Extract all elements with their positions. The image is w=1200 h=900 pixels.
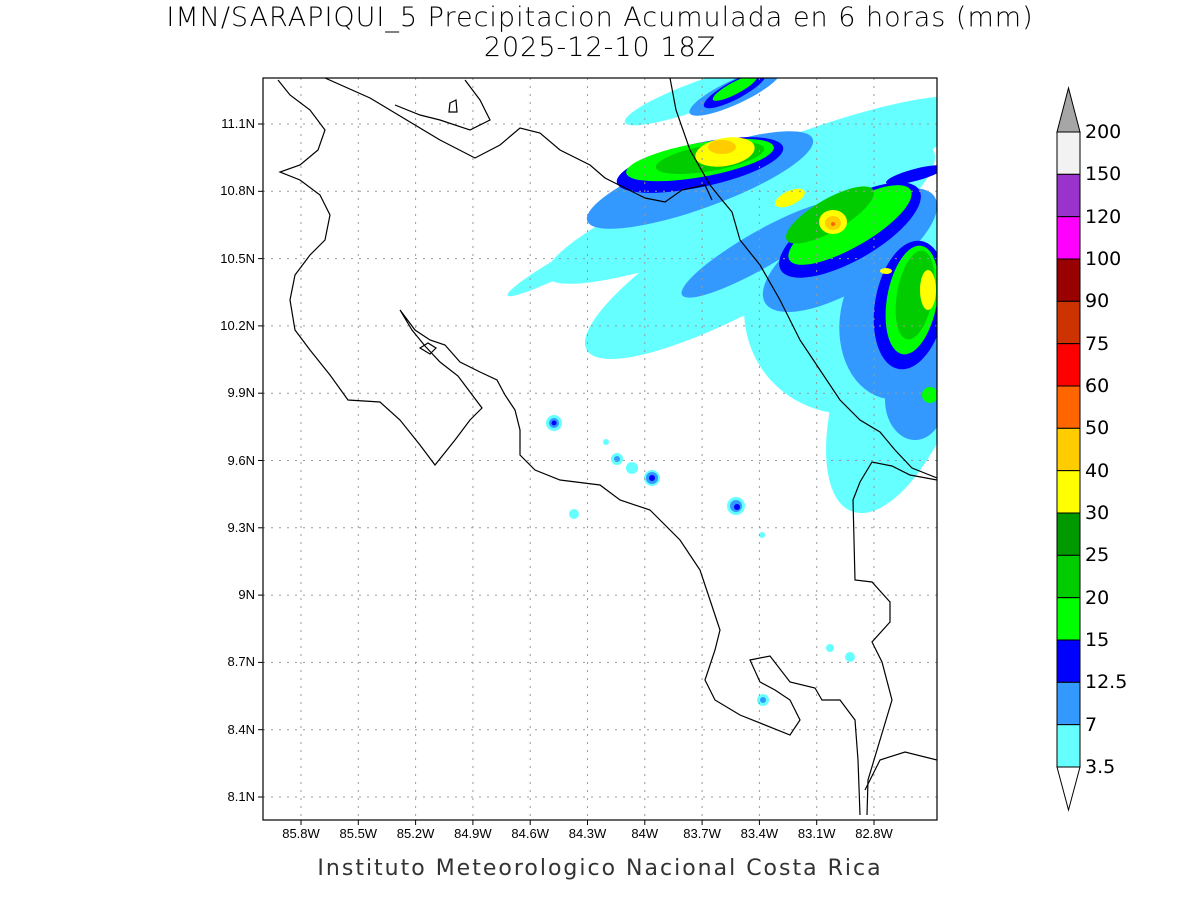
colorbar-level-label: 30 bbox=[1085, 502, 1110, 524]
colorbar-swatch bbox=[1056, 427, 1081, 472]
colorbar-swatch bbox=[1056, 681, 1081, 726]
colorbar-swatch bbox=[1056, 131, 1081, 175]
lat-tick-label: 9N bbox=[238, 587, 255, 603]
coastlines bbox=[277, 78, 937, 816]
colorbar-swatch bbox=[1056, 512, 1081, 556]
lat-tick-label: 11.1N bbox=[221, 116, 255, 131]
lat-tick-label: 10.5N bbox=[220, 250, 255, 266]
lon-tick-label: 83.1W bbox=[797, 826, 836, 841]
colorbar-swatch bbox=[1056, 385, 1081, 429]
colorbar-level-label: 200 bbox=[1085, 121, 1122, 143]
colorbar-level-label: 75 bbox=[1085, 332, 1110, 355]
colorbar-swatch bbox=[1056, 639, 1081, 683]
precipitation-field bbox=[263, 78, 937, 820]
colorbar-swatch bbox=[1056, 470, 1081, 514]
lon-tick-label: 85.8W bbox=[282, 826, 320, 841]
colorbar-swatch bbox=[1056, 724, 1081, 768]
colorbar bbox=[1056, 86, 1081, 812]
lat-tick-label: 8.7N bbox=[227, 654, 255, 670]
lat-tick-label: 10.2N bbox=[220, 317, 255, 333]
colorbar-level-label: 50 bbox=[1085, 417, 1110, 440]
footer-credit: Instituto Meteorologico Nacional Costa R… bbox=[317, 856, 883, 881]
lat-tick-label: 9.9N bbox=[227, 385, 255, 401]
map-title: IMN/SARAPIQUI_5 Precipitacion Acumulada … bbox=[166, 2, 1034, 33]
colorbar-swatch bbox=[1056, 300, 1081, 345]
colorbar-swatch bbox=[1056, 216, 1081, 260]
colorbar-swatch bbox=[1056, 554, 1081, 599]
colorbar-level-label: 100 bbox=[1085, 248, 1122, 270]
graticule bbox=[263, 78, 937, 820]
colorbar-swatch bbox=[1056, 343, 1081, 387]
lat-tick-label: 10.8N bbox=[220, 183, 255, 199]
colorbar-level-label: 25 bbox=[1085, 544, 1110, 567]
colorbar-swatch bbox=[1056, 173, 1081, 218]
lon-tick-label: 84.3W bbox=[568, 826, 607, 841]
lat-tick-label: 8.4N bbox=[227, 721, 255, 737]
colorbar-level-label: 20 bbox=[1085, 586, 1110, 609]
colorbar-swatch bbox=[1056, 597, 1081, 641]
colorbar-level-label: 15 bbox=[1085, 629, 1110, 651]
precip-50-60 bbox=[831, 222, 835, 226]
colorbar-level-label: 12.5 bbox=[1085, 671, 1128, 694]
lat-tick-label: 9.3N bbox=[227, 519, 255, 535]
colorbar-swatch bbox=[1056, 258, 1081, 302]
lon-tick-label: 85.5W bbox=[339, 826, 378, 841]
lat-tick-label: 8.1N bbox=[227, 789, 255, 804]
colorbar-level-label: 150 bbox=[1085, 163, 1122, 186]
lat-tick-label: 9.6N bbox=[227, 452, 255, 468]
lon-tick-label: 84.9W bbox=[454, 826, 492, 841]
lon-tick-label: 83.4W bbox=[740, 826, 779, 841]
colorbar-over-triangle bbox=[1056, 86, 1081, 133]
lon-tick-label: 83.7W bbox=[683, 826, 721, 841]
colorbar-under-triangle bbox=[1056, 766, 1081, 812]
colorbar-level-label: 60 bbox=[1085, 375, 1110, 397]
map-subtitle-datetime: 2025-12-10 18Z bbox=[483, 32, 717, 63]
colorbar-level-label: 3.5 bbox=[1085, 756, 1116, 778]
colorbar-level-label: 7 bbox=[1085, 713, 1098, 736]
colorbar-level-label: 40 bbox=[1085, 459, 1110, 482]
colorbar-level-label: 120 bbox=[1085, 205, 1122, 228]
colorbar-level-label: 90 bbox=[1085, 290, 1110, 313]
lon-tick-label: 85.2W bbox=[396, 826, 435, 841]
lon-tick-label: 84.6W bbox=[511, 826, 549, 841]
lon-tick-label: 82.8W bbox=[855, 826, 893, 841]
lon-tick-label: 84W bbox=[631, 826, 659, 841]
map-frame bbox=[262, 77, 938, 821]
